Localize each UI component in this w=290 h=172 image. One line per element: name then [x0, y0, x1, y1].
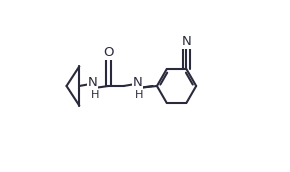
Text: N: N: [133, 76, 142, 89]
Text: O: O: [103, 46, 114, 59]
Text: N: N: [88, 76, 98, 89]
Text: H: H: [135, 90, 144, 100]
Text: H: H: [91, 90, 99, 100]
Text: N: N: [182, 35, 191, 48]
